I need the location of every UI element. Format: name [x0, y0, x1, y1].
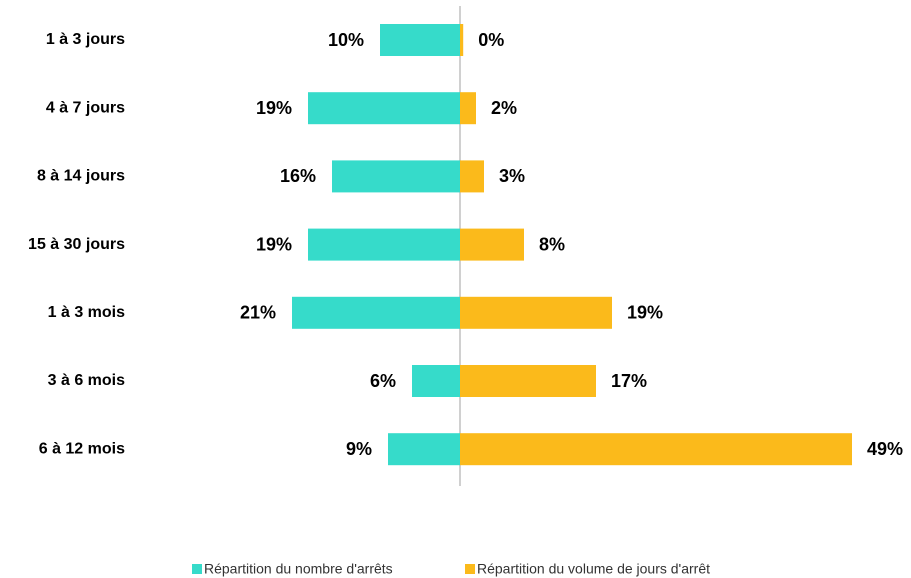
category-label: 3 à 6 mois [48, 372, 125, 389]
category-label: 6 à 12 mois [39, 440, 125, 457]
value-label: 19% [256, 98, 292, 118]
value-label: 9% [346, 439, 372, 459]
bar [308, 228, 460, 261]
bar [380, 24, 460, 56]
category-label: 8 à 14 jours [37, 168, 125, 185]
bar [388, 433, 460, 466]
bar [460, 433, 852, 466]
value-label: 0% [478, 30, 504, 50]
bar [292, 296, 460, 329]
legend-label: Répartition du volume de jours d'arrêt [477, 561, 710, 577]
value-label: 16% [280, 166, 316, 186]
value-label: 49% [867, 439, 903, 459]
bar [460, 228, 524, 261]
category-label: 15 à 30 jours [28, 236, 125, 253]
category-label: 1 à 3 mois [48, 304, 125, 321]
value-label: 10% [328, 30, 364, 50]
value-label: 3% [499, 166, 525, 186]
value-label: 6% [370, 371, 396, 391]
bar [332, 160, 460, 193]
legend-swatch [465, 564, 475, 574]
bar [308, 92, 460, 125]
value-label: 17% [611, 371, 647, 391]
category-label: 4 à 7 jours [46, 99, 125, 116]
bar [460, 24, 464, 56]
bar [460, 296, 612, 329]
bar [460, 365, 596, 397]
bar [460, 160, 484, 193]
bar [412, 365, 460, 397]
legend-swatch [192, 564, 202, 574]
value-label: 8% [539, 234, 565, 254]
value-label: 2% [491, 98, 517, 118]
bar [460, 92, 476, 125]
value-label: 21% [240, 303, 276, 323]
value-label: 19% [256, 234, 292, 254]
legend-label: Répartition du nombre d'arrêts [204, 561, 393, 577]
value-label: 19% [627, 303, 663, 323]
category-label: 1 à 3 jours [46, 31, 125, 48]
